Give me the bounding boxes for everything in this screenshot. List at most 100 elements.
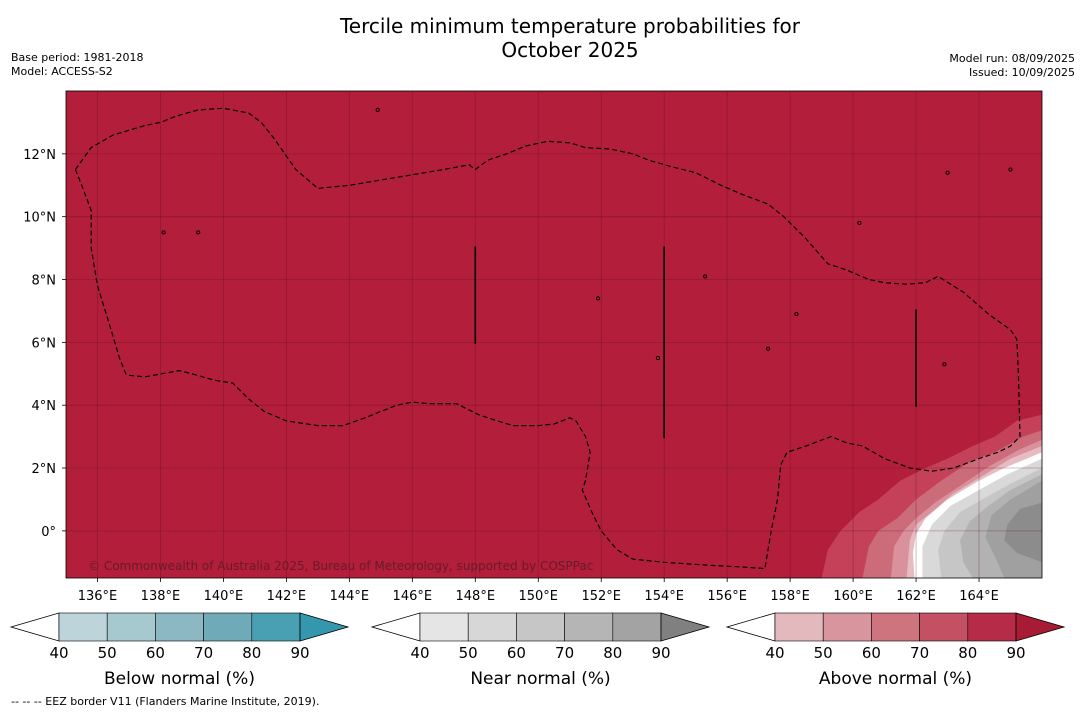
- colorbar-segment: [58, 612, 108, 642]
- colorbar-0: 40 50 60 70 80 90 Below normal (%): [9, 612, 350, 689]
- colorbar-segment: [967, 612, 1017, 642]
- colorbar-tick-label: 70: [194, 644, 213, 662]
- colorbar-tick-label: 60: [146, 644, 165, 662]
- colorbar-tick-label: 60: [507, 644, 526, 662]
- colorbar-tick-label: 80: [603, 644, 622, 662]
- colorbar-under-arrow: [725, 612, 776, 642]
- meta-left: Base period: 1981-2018 Model: ACCESS-S2: [11, 51, 143, 79]
- colorbar-segment: [203, 612, 253, 642]
- lon-tick-label: 152°E: [581, 589, 621, 604]
- colorbar-over-arrow: [1015, 612, 1066, 642]
- lon-tick-label: 144°E: [330, 589, 370, 604]
- colorbar-title: Near normal (%): [470, 669, 610, 689]
- lat-tick-label: 10°N: [23, 211, 56, 226]
- island-marker: [703, 274, 708, 279]
- colorbar-segment: [467, 612, 517, 642]
- colorbar-segment: [822, 612, 872, 642]
- colorbar-1: 40 50 60 70 80 90 Near normal (%): [370, 612, 711, 689]
- lon-tick-label: 156°E: [707, 589, 747, 604]
- lon-tick-label: 136°E: [78, 589, 118, 604]
- colorbar-segment: [919, 612, 969, 642]
- colorbar-tick-label: 70: [910, 644, 929, 662]
- lon-tick-label: 150°E: [518, 589, 558, 604]
- island-marker: [766, 346, 771, 351]
- lon-tick-label: 158°E: [770, 589, 810, 604]
- lat-tick-label: 12°N: [23, 148, 56, 163]
- lat-tick-label: 8°N: [32, 274, 57, 289]
- lat-tick-label: 6°N: [32, 336, 57, 351]
- island-marker: [161, 230, 166, 235]
- lon-tick-label: 146°E: [393, 589, 433, 604]
- colorbar-segment: [516, 612, 565, 642]
- map-figure: 136°E 138°E 140°E 142°E 144°E 146°E 148°E 150°E…: [23, 58, 1043, 604]
- colorbar-segment: [774, 612, 824, 642]
- colorbar-segment: [419, 612, 469, 642]
- colorbar-segment: [106, 612, 156, 642]
- issued-date: Issued: 10/09/2025: [968, 66, 1075, 79]
- colorbar-tick-label: 90: [651, 644, 670, 662]
- colorbar-tick-label: 50: [814, 644, 833, 662]
- island-marker: [375, 107, 380, 112]
- lon-tick-label: 148°E: [456, 589, 496, 604]
- eez-boundary: [74, 107, 1021, 570]
- island-marker: [401, 58, 404, 61]
- colorbar-tick-label: 40: [765, 644, 784, 662]
- lon-tick-label: 140°E: [204, 589, 244, 604]
- island-marker: [945, 170, 950, 175]
- colorbar-segment: [155, 612, 204, 642]
- island-marker: [1008, 167, 1013, 172]
- island-marker: [196, 230, 201, 235]
- colorbar-over-arrow: [660, 612, 711, 642]
- lon-tick-label: 138°E: [141, 589, 181, 604]
- copyright-text: © Commonwealth of Australia 2025, Bureau…: [88, 559, 593, 573]
- colorbar-tick-label: 90: [290, 644, 309, 662]
- colorbar-segment: [564, 612, 614, 642]
- chart-title: Tercile minimum temperature probabilitie…: [0, 14, 1085, 62]
- island-marker: [596, 296, 601, 301]
- colorbar-2: 40 50 60 70 80 90 Above normal (%): [725, 612, 1066, 689]
- colorbar-segment: [251, 612, 301, 642]
- colorbar-title: Below normal (%): [104, 669, 255, 689]
- colorbar-tick-label: 80: [242, 644, 261, 662]
- map-frame: [65, 90, 1043, 579]
- colorbar-segment: [871, 612, 920, 642]
- lon-tick-label: 142°E: [267, 589, 307, 604]
- colorbar-tick-label: 40: [410, 644, 429, 662]
- footnote: -- -- -- EEZ border V11 (Flanders Marine…: [11, 695, 320, 708]
- colorbar-tick-label: 70: [555, 644, 574, 662]
- colorbars: 40 50 60 70 80 90 Below normal (%) 40 50 60 70 80 90…: [9, 612, 1066, 689]
- map-area: [52, 58, 1042, 578]
- lon-tick-label: 160°E: [833, 589, 873, 604]
- colorbar-under-arrow: [9, 612, 60, 642]
- colorbar-tick-label: 90: [1006, 644, 1025, 662]
- meta-right: Model run: 08/09/2025 Issued: 10/09/2025: [949, 52, 1075, 80]
- colorbar-tick-label: 60: [862, 644, 881, 662]
- colorbar-tick-label: 50: [98, 644, 117, 662]
- model-run: Model run: 08/09/2025: [949, 52, 1075, 65]
- colorbar-tick-label: 40: [49, 644, 68, 662]
- colorbar-over-arrow: [299, 612, 350, 642]
- title-line-2: October 2025: [501, 38, 639, 62]
- colorbar-tick-label: 80: [958, 644, 977, 662]
- lat-tick-label: 4°N: [32, 399, 57, 414]
- colorbar-segment: [612, 612, 662, 642]
- lat-tick-label: 0°: [41, 525, 56, 540]
- lon-tick-label: 162°E: [896, 589, 936, 604]
- lon-tick-label: 164°E: [959, 589, 999, 604]
- colorbar-under-arrow: [370, 612, 421, 642]
- island-marker: [857, 220, 862, 226]
- model-name: Model: ACCESS-S2: [11, 65, 113, 78]
- island-marker: [942, 362, 947, 367]
- above-normal-field: [66, 91, 1042, 578]
- lon-tick-label: 154°E: [644, 589, 684, 604]
- base-period: Base period: 1981-2018: [11, 51, 144, 64]
- probability-band-near-90: [1004, 502, 1042, 563]
- title-line-1: Tercile minimum temperature probabilitie…: [339, 14, 801, 38]
- latitude-ticks: 0° 2°N 4°N 6°N 8°N 10°N 12°N: [23, 148, 66, 540]
- longitude-ticks: 136°E 138°E 140°E 142°E 144°E 146°E 148°E 150°E…: [78, 578, 999, 604]
- lat-tick-label: 2°N: [32, 462, 57, 477]
- colorbar-title: Above normal (%): [819, 669, 972, 689]
- island-marker: [655, 356, 660, 361]
- colorbar-tick-label: 50: [459, 644, 478, 662]
- island-marker: [52, 294, 55, 297]
